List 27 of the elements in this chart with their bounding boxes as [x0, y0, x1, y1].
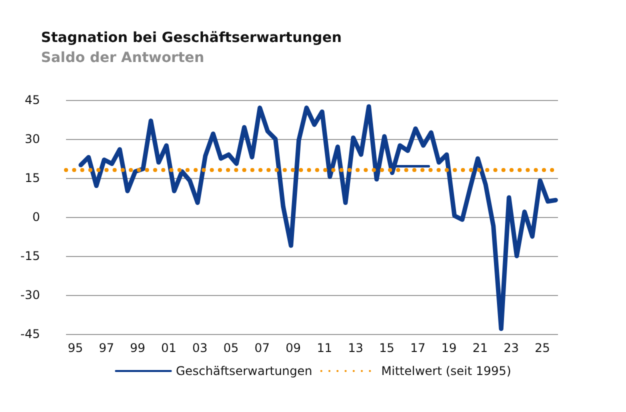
x-tick-label: 15: [379, 341, 394, 355]
y-tick-label: 15: [24, 171, 40, 185]
x-tick-label: 21: [472, 341, 488, 355]
y-tick-label: 0: [32, 210, 40, 224]
x-tick-label: 23: [504, 341, 519, 355]
legend-label: Mittelwert (seit 1995): [381, 364, 512, 378]
y-tick-label: -30: [20, 288, 40, 302]
x-tick-label: 01: [161, 341, 176, 355]
y-tick-label: -45: [20, 327, 40, 341]
chart-subtitle: Saldo der Antworten: [41, 50, 204, 66]
x-tick-label: 17: [410, 341, 426, 355]
y-tick-label: 45: [24, 93, 40, 107]
x-tick-label: 99: [130, 341, 146, 355]
x-tick-label: 09: [286, 341, 301, 355]
x-tick-label: 19: [441, 341, 457, 355]
x-tick-label: 13: [348, 341, 364, 355]
x-tick-label: 05: [223, 341, 239, 355]
y-tick-label: 30: [24, 132, 40, 146]
x-tick-label: 11: [316, 341, 332, 355]
x-tick-label: 97: [98, 341, 114, 355]
x-tick-label: 03: [192, 341, 208, 355]
chart-title: Stagnation bei Geschäftserwartungen: [41, 30, 342, 46]
y-tick-label: -15: [20, 249, 40, 263]
x-tick-label: 95: [68, 341, 83, 355]
legend-label: Geschäftserwartungen: [176, 364, 312, 378]
x-tick-label: 25: [534, 341, 550, 355]
x-tick-label: 07: [254, 341, 270, 355]
